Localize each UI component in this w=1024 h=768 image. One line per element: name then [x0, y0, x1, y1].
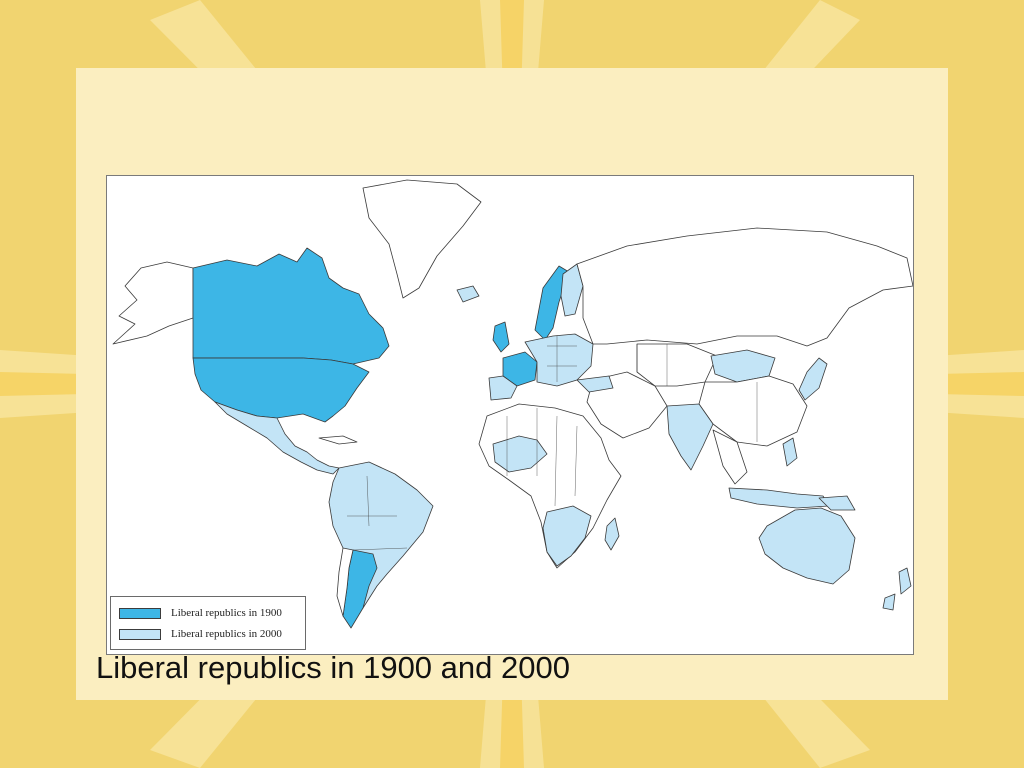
region-philippines	[782, 437, 798, 467]
map-legend: Liberal republics in 1900 Liberal republ…	[110, 596, 306, 650]
legend-swatch-2000	[119, 628, 161, 640]
region-png	[818, 495, 856, 511]
legend-swatch-1900	[119, 607, 161, 619]
slide-caption: Liberal republics in 1900 and 2000	[96, 650, 570, 685]
region-new-zealand	[882, 567, 912, 611]
region-uk	[492, 321, 510, 353]
region-iceland	[456, 285, 480, 303]
region-japan	[798, 357, 828, 401]
region-chile	[336, 547, 354, 617]
region-central-asia	[636, 343, 718, 387]
region-usa	[192, 357, 370, 423]
region-canada	[192, 247, 390, 365]
region-mexico	[214, 401, 340, 475]
region-southeast-asia	[712, 429, 748, 485]
legend-item-1900: Liberal republics in 1900	[119, 606, 282, 620]
region-madagascar	[604, 517, 620, 551]
region-europe	[524, 333, 594, 387]
region-indonesia	[728, 487, 830, 509]
world-map: Liberal republics in 1900 Liberal republ…	[106, 175, 914, 655]
region-turkey	[576, 375, 614, 393]
region-caribbean	[318, 435, 358, 445]
legend-item-2000: Liberal republics in 2000	[119, 627, 282, 641]
region-southern-africa	[542, 505, 592, 567]
region-west-africa	[492, 435, 548, 473]
legend-label-2000: Liberal republics in 2000	[171, 628, 282, 640]
region-india	[666, 403, 714, 471]
region-iberia	[488, 375, 518, 401]
region-greenland	[362, 179, 482, 299]
region-russia	[576, 227, 913, 347]
region-alaska	[112, 261, 194, 345]
region-australia	[758, 507, 856, 585]
world-map-canvas	[112, 179, 913, 629]
legend-label-1900: Liberal republics in 1900	[171, 607, 282, 619]
